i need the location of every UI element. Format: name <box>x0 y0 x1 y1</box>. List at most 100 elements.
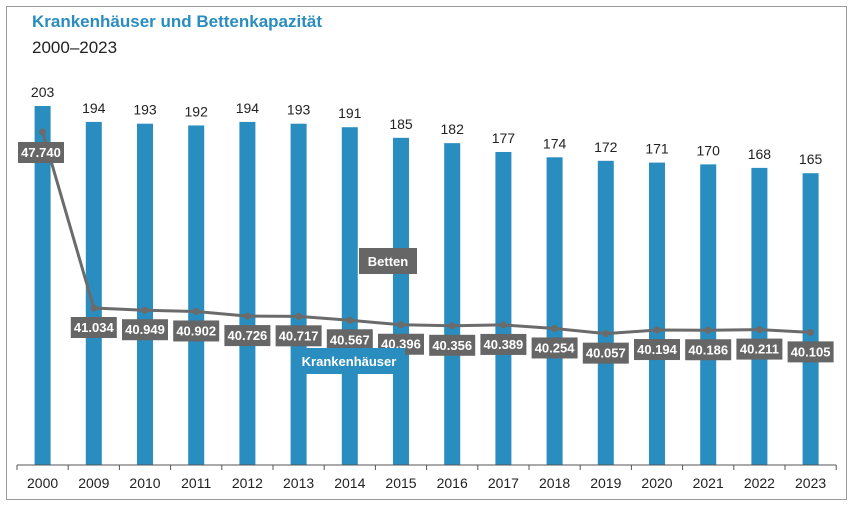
bar-value-label: 203 <box>31 84 55 100</box>
bar-value-label: 193 <box>133 102 157 118</box>
betten-label-box <box>122 319 168 341</box>
x-tick-label: 2018 <box>539 475 570 491</box>
betten-label-box <box>787 341 834 363</box>
krankenhaeuser-series-label: Krankenhäuser <box>302 354 397 369</box>
betten-value-label: 40.194 <box>637 342 678 357</box>
krankenhaeuser-series-label-box <box>293 348 405 374</box>
x-tick-label: 2012 <box>232 475 263 491</box>
bar-value-label: 194 <box>236 100 260 116</box>
betten-label-box <box>173 320 220 342</box>
betten-series-label: Betten <box>368 254 409 269</box>
bar <box>546 157 563 466</box>
betten-value-label: 40.057 <box>586 346 626 361</box>
betten-value-label: 40.396 <box>381 337 421 352</box>
x-tick-label: 2020 <box>641 475 672 491</box>
x-tick-label: 2010 <box>129 475 160 491</box>
betten-label-box <box>634 339 680 361</box>
x-tick-label: 2009 <box>78 475 109 491</box>
bar <box>239 121 256 465</box>
betten-point <box>704 326 712 334</box>
bar <box>649 162 665 465</box>
betten-point <box>499 321 507 329</box>
betten-point <box>551 324 559 332</box>
betten-label-box <box>582 342 629 364</box>
betten-point <box>807 328 815 336</box>
bar-value-label: 192 <box>185 103 209 119</box>
betten-point <box>141 306 149 314</box>
betten-point <box>192 307 200 315</box>
x-tick-label: 2015 <box>385 475 416 491</box>
x-tick-label: 2019 <box>590 475 621 491</box>
betten-point <box>602 330 610 338</box>
bar <box>341 127 358 465</box>
bar <box>34 106 51 465</box>
betten-label-box <box>429 334 476 356</box>
betten-point <box>448 322 456 330</box>
bar-value-label: 174 <box>543 135 567 151</box>
betten-value-label: 40.567 <box>330 332 370 347</box>
bar-value-label: 171 <box>645 141 669 157</box>
bar-value-label: 172 <box>594 139 618 155</box>
betten-value-label: 40.389 <box>484 337 524 352</box>
x-tick-label: 2016 <box>437 475 468 491</box>
bar-value-label: 193 <box>287 102 311 118</box>
bar <box>188 125 205 466</box>
betten-label-box <box>736 338 783 360</box>
betten-point <box>39 128 47 136</box>
x-tick-label: 2023 <box>795 475 826 491</box>
betten-value-label: 41.034 <box>74 320 115 335</box>
bar-value-label: 182 <box>441 121 465 137</box>
betten-value-label: 40.356 <box>432 338 472 353</box>
betten-point <box>346 316 354 324</box>
x-tick-label: 2013 <box>283 475 314 491</box>
betten-label-box <box>275 325 322 347</box>
bar-value-label: 168 <box>748 146 772 162</box>
betten-value-label: 40.902 <box>176 323 216 338</box>
bar <box>802 173 819 465</box>
betten-point <box>653 326 661 334</box>
chart-title: Krankenhäuser und Bettenkapazität <box>32 12 323 31</box>
bar <box>393 137 409 465</box>
betten-value-label: 40.211 <box>740 342 779 357</box>
bar <box>290 123 307 466</box>
betten-label-box <box>326 329 373 351</box>
betten-value-label: 40.105 <box>791 344 831 359</box>
betten-value-label: 40.726 <box>228 328 268 343</box>
betten-label-box <box>18 142 64 163</box>
bar-value-label: 165 <box>799 151 823 167</box>
bar-value-label: 194 <box>82 100 106 116</box>
bar <box>85 121 102 465</box>
bar <box>597 160 614 465</box>
chart-subtitle: 2000–2023 <box>32 38 118 57</box>
betten-line <box>41 131 811 336</box>
x-tick-label: 2022 <box>744 475 775 491</box>
bar-value-label: 185 <box>389 116 413 132</box>
betten-point <box>90 304 98 312</box>
betten-point <box>397 321 405 329</box>
betten-point <box>755 326 763 334</box>
bar <box>751 167 768 465</box>
x-tick-label: 2021 <box>693 475 724 491</box>
betten-label-box <box>685 339 732 361</box>
betten-value-label: 40.254 <box>535 340 576 355</box>
betten-series-label-box <box>359 248 417 274</box>
betten-label-box <box>70 317 117 338</box>
bar <box>444 143 461 465</box>
betten-label-box <box>531 337 578 359</box>
betten-point <box>295 312 303 320</box>
bar <box>495 151 512 466</box>
x-tick-label: 2000 <box>27 475 58 491</box>
betten-value-label: 40.949 <box>125 322 165 337</box>
betten-label-box <box>480 333 527 355</box>
bar-value-label: 177 <box>492 130 516 146</box>
bar <box>137 123 153 466</box>
betten-value-label: 40.186 <box>688 342 728 357</box>
chart-frame <box>6 6 847 500</box>
x-tick-label: 2011 <box>181 475 211 491</box>
betten-value-label: 47.740 <box>21 145 61 160</box>
x-tick-label: 2014 <box>334 475 365 491</box>
bar-value-label: 170 <box>697 142 721 158</box>
bar-value-label: 191 <box>338 105 362 121</box>
bar <box>700 164 717 465</box>
